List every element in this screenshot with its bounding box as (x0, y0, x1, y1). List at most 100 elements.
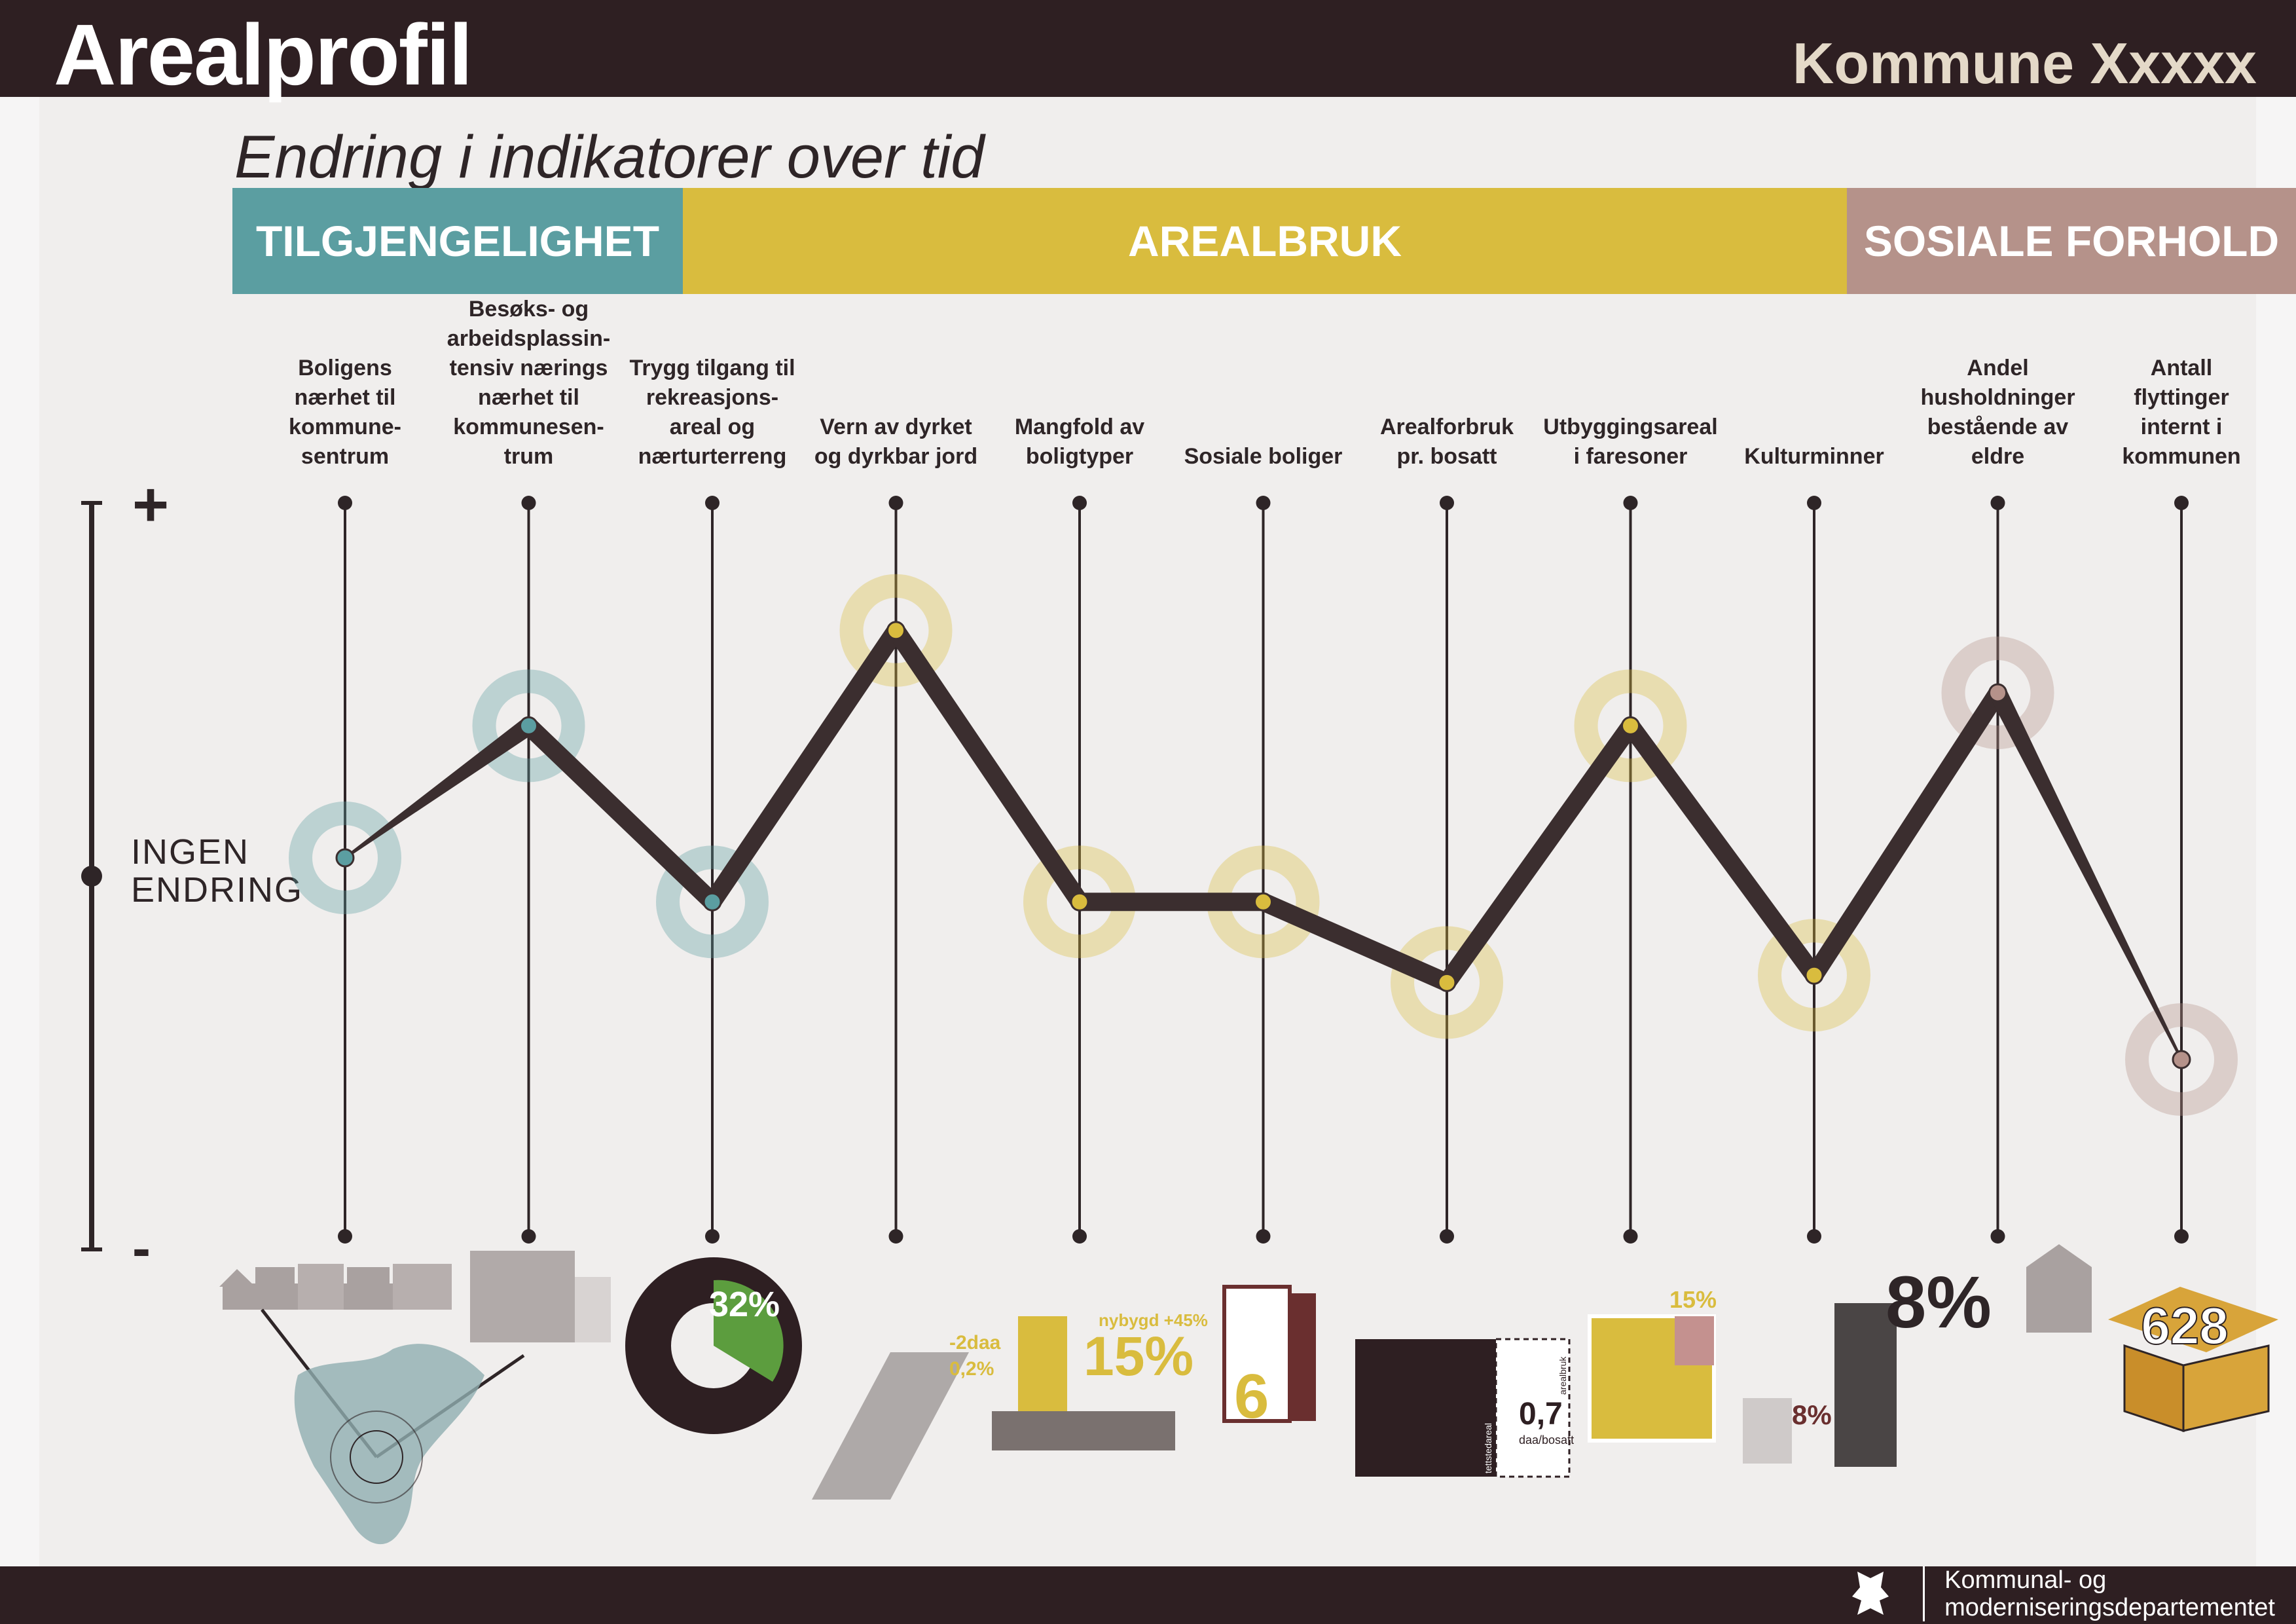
data-point (1804, 965, 1824, 985)
indicator-points (335, 621, 2191, 1069)
indicator-ring (1574, 669, 1687, 783)
social-housing-count: 6 (1234, 1361, 1269, 1431)
stem-end-dot (1807, 1229, 1821, 1244)
illustration-office-building (470, 1251, 611, 1342)
data-point (1070, 892, 1089, 912)
illustration-municipality-map (294, 1344, 484, 1545)
illustration-donut: 32% (625, 1257, 802, 1434)
axis-plus-label: + (132, 470, 170, 540)
indicator-label: Boligens nærhet til kommune- sentrum (289, 356, 401, 469)
series-segment (1806, 688, 2006, 980)
indicator-label: Mangfold av boligtyper (1014, 415, 1145, 469)
land-use-left-label: tettstedareal (1483, 1423, 1493, 1473)
series-segment (888, 625, 1087, 908)
coat-of-arms-icon (1852, 1572, 1889, 1615)
stem-end-dot (2174, 1229, 2189, 1244)
indicator-ring (839, 574, 953, 687)
series-segment (1623, 720, 1822, 981)
illustration-houses (219, 1264, 525, 1459)
chart-subtitle: Endring i indikatorer over tid (234, 124, 985, 191)
indicator-ring (2125, 1003, 2238, 1116)
data-point (519, 716, 538, 735)
indicator-label: Sosiale boliger (1184, 444, 1343, 469)
stem-end-dot (1072, 1229, 1087, 1244)
land-use-right-label: arealbruk (1558, 1356, 1568, 1395)
data-point (1988, 683, 2007, 703)
illustration-farmland: -2daa 0,2% (812, 1332, 1001, 1500)
stem-end-dot (338, 1229, 352, 1244)
stem-end-dot (1256, 496, 1271, 510)
indicator-ring (289, 802, 401, 914)
header-bar (0, 0, 2296, 97)
series-segment (1989, 688, 2183, 1060)
footer-bar (0, 1566, 2296, 1624)
series-segment (1259, 893, 1451, 991)
indicator-label: Kulturminner (1744, 444, 1884, 469)
series-segment (704, 625, 904, 908)
stem-end-dot (1623, 1229, 1638, 1244)
illustration-hazard-zones: 15% (1588, 1286, 1717, 1443)
stem-end-dot (888, 496, 903, 510)
data-point (886, 621, 905, 640)
change-series (344, 625, 2183, 1060)
illustration-land-use-per-resident: 0,7 daa/bosatt tettstedareal arealbruk (1355, 1338, 1574, 1478)
data-point (335, 848, 355, 868)
data-point (1437, 972, 1457, 992)
indicator-ring (1941, 637, 2054, 749)
indicator-label: Utbyggingsareal i faresoner (1543, 415, 1718, 469)
series-segment (522, 719, 719, 909)
data-point (1621, 716, 1640, 735)
category-sosiale-forhold: SOSIALE FORHOLD (1847, 188, 2296, 294)
stem-end-dot (1256, 1229, 1271, 1244)
housing-note: nybygd +45% (1099, 1310, 1208, 1330)
data-point (1254, 892, 1273, 912)
elderly-pct: 8% (1886, 1261, 1992, 1343)
data-point (2172, 1050, 2191, 1069)
stem-end-dot (2174, 496, 2189, 510)
hazard-pct: 15% (1669, 1286, 1717, 1313)
data-point (702, 892, 722, 912)
farmland-change: -2daa (949, 1332, 1001, 1354)
page-title: Arealprofil (54, 7, 473, 103)
stem-end-dot (1440, 1229, 1454, 1244)
series-segment (1439, 720, 1638, 988)
stem-end-dot (888, 1229, 903, 1244)
illustration-social-housing: 6 (1222, 1285, 1316, 1431)
stem-end-dot (1440, 496, 1454, 510)
stem-end-dot (521, 1229, 536, 1244)
indicator-ring (656, 845, 769, 959)
indicator-label: Arealforbruk pr. bosatt (1379, 415, 1514, 469)
stem-end-dot (338, 496, 352, 510)
left-margin (0, 97, 39, 1566)
land-use-unit: daa/bosatt (1519, 1433, 1574, 1447)
indicator-label: Antall flyttinger internt i kommunen (2122, 356, 2241, 469)
series-segment (1080, 893, 1264, 912)
axis-zero-label: INGEN ENDRING (131, 832, 304, 910)
indicator-ring (1391, 926, 1503, 1039)
indicator-ring (472, 669, 585, 783)
municipality-name: Kommune Xxxxx (1792, 31, 2257, 96)
heritage-pct: 8% (1792, 1399, 1832, 1430)
stem-end-dot (705, 496, 720, 510)
stem-end-dot (1072, 496, 1087, 510)
indicator-label: Vern av dyrket og dyrkbar jord (814, 415, 978, 469)
stem-end-dot (1807, 496, 1821, 510)
indicator-ring (1758, 919, 1870, 1032)
indicator-stems (338, 496, 2189, 1244)
land-use-value: 0,7 (1519, 1397, 1563, 1431)
stem-end-dot (1990, 1229, 2005, 1244)
series-segment (344, 718, 534, 859)
illustration-housing-types: nybygd +45% 15% (992, 1310, 1208, 1450)
farmland-pct: 0,2% (949, 1358, 994, 1380)
indicator-rings (289, 574, 2238, 1116)
housing-pct: 15% (1084, 1325, 1194, 1387)
indicator-label: Besøks- og arbeidsplassin- tensiv næring… (446, 297, 611, 469)
category-tilgjengelighet: TILGJENGELIGHET (232, 188, 683, 294)
moves-count: 628 (2141, 1297, 2228, 1355)
donut-pct: 32% (709, 1285, 780, 1324)
illustration-elderly-households: 8% (1886, 1244, 2092, 1343)
indicator-label: Andel husholdninger bestående av eldre (1920, 356, 2075, 469)
stem-end-dot (705, 1229, 720, 1244)
illustration-moving-box: 628 (2108, 1287, 2278, 1433)
